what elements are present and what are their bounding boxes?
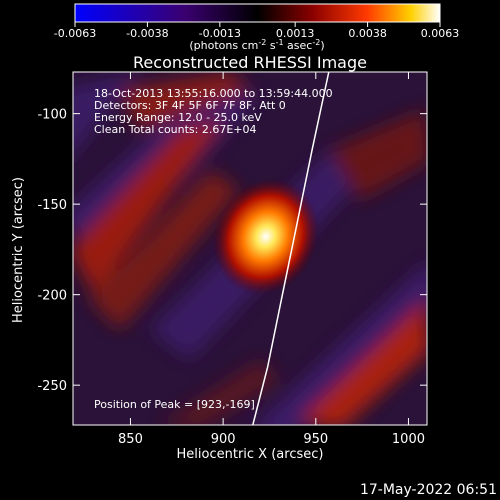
colorbar-unit-label: (photons cm-2 s-1 asec-2): [189, 38, 324, 53]
x-tick-label: 1000: [392, 432, 425, 447]
x-tick-label: 950: [303, 432, 328, 447]
y-tick-label: -250: [37, 379, 67, 394]
info-line: 18-Oct-2013 13:55:16.000 to 13:59:44.000: [94, 87, 333, 100]
colorbar-tick-label: 0.0013: [276, 27, 315, 40]
plot-frame: [72, 71, 428, 426]
y-tick-label: -200: [37, 289, 67, 304]
plot-title: Reconstructed RHESSI Image: [133, 53, 367, 72]
peak-position-label: Position of Peak = [923,-169]: [94, 398, 255, 411]
colorbar-tick-label: 0.0038: [348, 27, 387, 40]
peak-source: [212, 177, 320, 296]
info-line: Energy Range: 12.0 - 25.0 keV: [94, 111, 262, 124]
observation-info: 18-Oct-2013 13:55:16.000 to 13:59:44.000…: [94, 87, 333, 136]
timestamp: 17-May-2022 06:51: [360, 482, 497, 498]
x-tick-label: 850: [118, 432, 143, 447]
colorbar: [74, 3, 441, 23]
colorbar-tick-label: -0.0038: [126, 27, 168, 40]
y-axis-label: Heliocentric Y (arcsec): [11, 177, 26, 323]
solar-limb-curve: [252, 72, 330, 425]
y-tick-label: -100: [37, 108, 67, 123]
y-axis-ticks: -100 -150 -200 -250: [37, 108, 427, 394]
x-axis-ticks: 850 900 950 1000: [118, 72, 425, 447]
image-area: [73, 72, 427, 425]
info-line: Clean Total counts: 2.67E+04: [94, 123, 257, 136]
colorbar-tick-label: -0.0013: [199, 27, 241, 40]
colorbar-tick-label: 0.0063: [421, 27, 460, 40]
x-axis-label: Heliocentric X (arcsec): [177, 447, 324, 462]
y-tick-label: -150: [37, 198, 67, 213]
colorbar-tick-label: -0.0063: [54, 27, 96, 40]
x-tick-label: 900: [211, 432, 236, 447]
colorbar-ticks: -0.0063 -0.0038 -0.0013 0.0013 0.0038 0.0063: [54, 22, 459, 40]
info-line: Detectors: 3F 4F 5F 6F 7F 8F, Att 0: [94, 99, 286, 112]
